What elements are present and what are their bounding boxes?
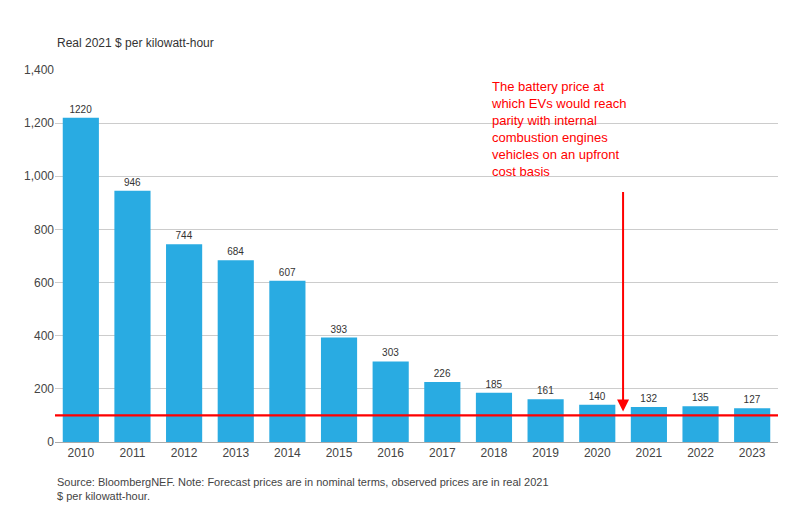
- svg-text:684: 684: [227, 246, 244, 257]
- svg-text:The battery price atwhich EVs: The battery price atwhich EVs would reac…: [491, 79, 626, 179]
- svg-text:303: 303: [382, 347, 399, 358]
- svg-text:185: 185: [485, 379, 502, 390]
- svg-text:2020: 2020: [584, 446, 611, 460]
- svg-text:Real 2021 $ per kilowatt-hour: Real 2021 $ per kilowatt-hour: [57, 36, 214, 50]
- svg-text:2017: 2017: [429, 446, 456, 460]
- svg-text:946: 946: [124, 177, 141, 188]
- svg-text:140: 140: [589, 391, 606, 402]
- svg-text:135: 135: [692, 392, 709, 403]
- svg-text:600: 600: [34, 276, 54, 290]
- svg-text:1220: 1220: [69, 104, 92, 115]
- svg-text:Source: BloombergNEF. Note: Fo: Source: BloombergNEF. Note: Forecast pri…: [57, 476, 549, 502]
- svg-text:607: 607: [279, 267, 296, 278]
- svg-text:800: 800: [34, 223, 54, 237]
- svg-text:2011: 2011: [120, 446, 146, 460]
- svg-text:2022: 2022: [687, 446, 714, 460]
- svg-text:400: 400: [34, 329, 54, 343]
- svg-text:2010: 2010: [67, 446, 94, 460]
- svg-text:127: 127: [744, 394, 761, 405]
- svg-text:2015: 2015: [326, 446, 353, 460]
- svg-text:2019: 2019: [532, 446, 559, 460]
- svg-text:132: 132: [640, 393, 657, 404]
- svg-text:2016: 2016: [377, 446, 404, 460]
- svg-text:2014: 2014: [274, 446, 301, 460]
- svg-text:744: 744: [176, 230, 193, 241]
- svg-text:1,400: 1,400: [24, 63, 54, 77]
- svg-text:0: 0: [47, 435, 54, 449]
- svg-text:2013: 2013: [222, 446, 249, 460]
- svg-text:161: 161: [537, 385, 554, 396]
- svg-text:200: 200: [34, 382, 54, 396]
- svg-text:2023: 2023: [739, 446, 766, 460]
- svg-text:1,000: 1,000: [24, 169, 54, 183]
- svg-text:226: 226: [434, 368, 451, 379]
- svg-text:393: 393: [330, 324, 347, 335]
- svg-text:2018: 2018: [481, 446, 508, 460]
- svg-text:1,200: 1,200: [24, 116, 54, 130]
- svg-text:2021: 2021: [636, 446, 663, 460]
- svg-text:2012: 2012: [171, 446, 198, 460]
